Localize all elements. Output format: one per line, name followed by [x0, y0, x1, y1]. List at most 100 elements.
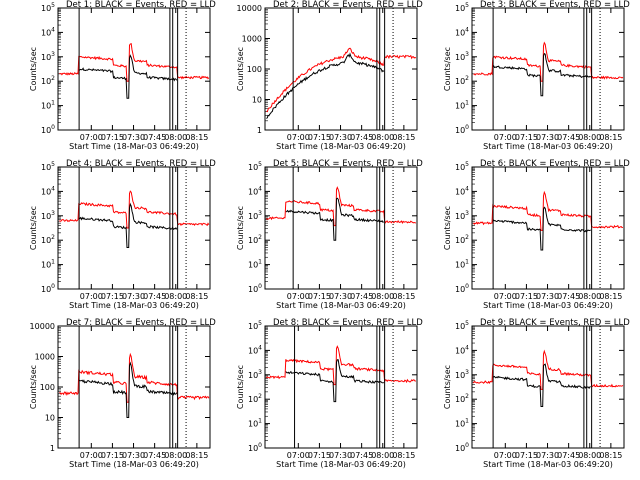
detector-panel-6: Det 6: BLACK = Events, RED = LLD 100 101 10…	[443, 159, 630, 310]
detector-panel-2: Det 2: BLACK = Events, RED = LLD 1 10 100 10…	[236, 0, 423, 151]
panel-title: Det 6: BLACK = Events, RED = LLD	[480, 159, 630, 169]
y-axis-label: Counts/sec	[236, 365, 245, 409]
y-tick-label: 100	[41, 124, 55, 135]
series-line-lld	[266, 345, 416, 386]
y-tick-label: 105	[41, 161, 55, 172]
x-tick-label: 07:45	[557, 133, 580, 142]
y-tick-label: 103	[455, 51, 469, 62]
y-tick-label: 105	[455, 320, 469, 331]
y-tick-label: 103	[248, 369, 262, 380]
y-axis-label: Counts/sec	[443, 206, 452, 250]
y-tick-label: 10000	[237, 4, 262, 13]
y-tick-label: 100	[41, 283, 55, 294]
plot-frame	[264, 166, 418, 290]
x-axis-label: Start Time (18-Mar-03 06:49:20)	[69, 142, 199, 151]
panel-title: Det 7: BLACK = Events, RED = LLD	[66, 318, 216, 328]
x-tick-label: 08:00	[578, 133, 601, 142]
x-tick-label: 07:30	[122, 133, 145, 142]
y-tick-label: 1	[50, 444, 55, 453]
plot-frame	[264, 325, 418, 449]
x-tick-label: 07:45	[350, 451, 373, 460]
x-tick-label: 07:00	[287, 451, 310, 460]
y-tick-label: 101	[248, 418, 262, 429]
detector-panel-7: Det 7: BLACK = Events, RED = LLD 1 10 100 10…	[29, 318, 216, 469]
series-line-events	[78, 202, 178, 248]
x-tick-label: 07:00	[494, 451, 517, 460]
x-tick-label: 08:15	[392, 451, 415, 460]
panel-title: Det 8: BLACK = Events, RED = LLD	[273, 318, 423, 328]
y-tick-label: 100	[40, 383, 55, 392]
y-tick-label: 100	[455, 283, 469, 294]
y-tick-label: 104	[41, 185, 55, 196]
series-line-lld	[59, 352, 210, 403]
x-tick-label: 08:00	[371, 451, 394, 460]
y-axis-label: Counts/sec	[29, 206, 38, 250]
x-tick-label: 07:30	[329, 292, 352, 301]
y-tick-label: 1	[257, 126, 262, 135]
y-axis-label: Counts/sec	[29, 47, 38, 91]
x-tick-label: 07:15	[308, 451, 331, 460]
x-tick-label: 08:15	[392, 133, 415, 142]
y-tick-label: 102	[41, 234, 55, 245]
panel-title: Det 2: BLACK = Events, RED = LLD	[273, 0, 423, 10]
series-line-events	[285, 359, 385, 403]
y-tick-label: 103	[41, 210, 55, 221]
series-line-lld	[59, 190, 210, 229]
series-line-lld	[266, 47, 417, 113]
plot-frame	[57, 325, 211, 449]
x-tick-label: 08:00	[164, 133, 187, 142]
detector-panel-3: Det 3: BLACK = Events, RED = LLD 100 101 10…	[443, 0, 630, 151]
x-tick-label: 07:00	[287, 292, 310, 301]
y-tick-label: 103	[41, 51, 55, 62]
series-line-lld	[266, 186, 417, 227]
panel-title: Det 4: BLACK = Events, RED = LLD	[66, 159, 216, 169]
x-tick-label: 08:00	[164, 451, 187, 460]
detector-panel-4: Det 4: BLACK = Events, RED = LLD 100 101 10…	[29, 159, 216, 310]
x-tick-label: 07:15	[515, 292, 538, 301]
x-axis-label: Start Time (18-Mar-03 06:49:20)	[483, 460, 613, 469]
x-tick-label: 08:15	[599, 133, 622, 142]
y-tick-label: 103	[248, 210, 262, 221]
x-axis-label: Start Time (18-Mar-03 06:49:20)	[483, 301, 613, 310]
y-tick-label: 104	[455, 185, 469, 196]
panel-title: Det 3: BLACK = Events, RED = LLD	[480, 0, 630, 10]
y-tick-label: 104	[248, 185, 262, 196]
x-axis-label: Start Time (18-Mar-03 06:49:20)	[276, 301, 406, 310]
x-tick-label: 07:15	[101, 451, 124, 460]
y-tick-label: 105	[41, 2, 55, 13]
x-tick-label: 08:00	[164, 292, 187, 301]
x-tick-label: 08:15	[185, 451, 208, 460]
x-tick-label: 07:30	[536, 133, 559, 142]
series-line-lld	[473, 41, 624, 82]
y-tick-label: 104	[455, 344, 469, 355]
y-axis-label: Counts/sec	[236, 206, 245, 250]
x-tick-label: 07:45	[143, 451, 166, 460]
y-tick-label: 101	[41, 100, 55, 111]
y-tick-label: 105	[248, 320, 262, 331]
x-tick-label: 08:15	[599, 451, 622, 460]
detector-panel-1: Det 1: BLACK = Events, RED = LLD 100 101 10…	[29, 0, 216, 151]
y-tick-label: 101	[455, 259, 469, 270]
series-line-events	[78, 361, 178, 418]
y-tick-label: 101	[455, 100, 469, 111]
x-axis-label: Start Time (18-Mar-03 06:49:20)	[276, 460, 406, 469]
y-tick-label: 102	[455, 393, 469, 404]
series-line-events	[492, 52, 592, 97]
y-tick-label: 105	[248, 161, 262, 172]
y-tick-label: 101	[248, 259, 262, 270]
series-line-events	[78, 54, 178, 99]
y-tick-label: 1000	[242, 35, 262, 44]
x-tick-label: 07:00	[80, 133, 103, 142]
x-tick-label: 07:45	[143, 292, 166, 301]
plot-frame	[57, 166, 211, 290]
y-tick-label: 100	[248, 283, 262, 294]
x-axis-label: Start Time (18-Mar-03 06:49:20)	[69, 301, 199, 310]
x-tick-label: 08:00	[578, 451, 601, 460]
detector-panel-5: Det 5: BLACK = Events, RED = LLD 100 101 10…	[236, 159, 423, 310]
x-tick-label: 08:15	[392, 292, 415, 301]
y-tick-label: 101	[455, 418, 469, 429]
x-tick-label: 07:00	[287, 133, 310, 142]
x-tick-label: 07:00	[494, 292, 517, 301]
x-tick-label: 07:30	[536, 292, 559, 301]
